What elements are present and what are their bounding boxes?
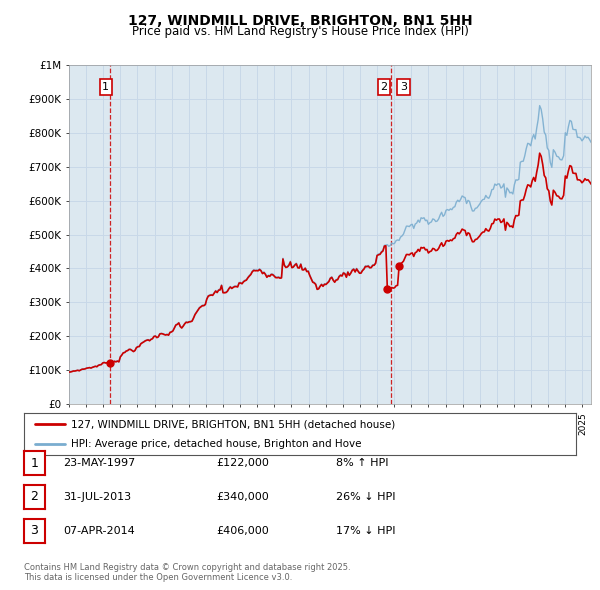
Text: 1: 1 — [102, 82, 109, 92]
Text: 3: 3 — [31, 525, 38, 537]
Text: 31-JUL-2013: 31-JUL-2013 — [63, 492, 131, 502]
Text: £406,000: £406,000 — [216, 526, 269, 536]
Text: £122,000: £122,000 — [216, 458, 269, 468]
Text: Contains HM Land Registry data © Crown copyright and database right 2025.
This d: Contains HM Land Registry data © Crown c… — [24, 563, 350, 582]
Text: 2: 2 — [31, 490, 38, 503]
Text: Price paid vs. HM Land Registry's House Price Index (HPI): Price paid vs. HM Land Registry's House … — [131, 25, 469, 38]
Text: 07-APR-2014: 07-APR-2014 — [63, 526, 135, 536]
Text: HPI: Average price, detached house, Brighton and Hove: HPI: Average price, detached house, Brig… — [71, 439, 361, 449]
Text: 8% ↑ HPI: 8% ↑ HPI — [336, 458, 389, 468]
Text: £340,000: £340,000 — [216, 492, 269, 502]
Text: 23-MAY-1997: 23-MAY-1997 — [63, 458, 135, 468]
Text: 2: 2 — [380, 82, 388, 92]
Text: 127, WINDMILL DRIVE, BRIGHTON, BN1 5HH (detached house): 127, WINDMILL DRIVE, BRIGHTON, BN1 5HH (… — [71, 419, 395, 430]
Text: 3: 3 — [400, 82, 407, 92]
Text: 1: 1 — [31, 457, 38, 470]
Text: 17% ↓ HPI: 17% ↓ HPI — [336, 526, 395, 536]
Text: 127, WINDMILL DRIVE, BRIGHTON, BN1 5HH: 127, WINDMILL DRIVE, BRIGHTON, BN1 5HH — [128, 14, 472, 28]
Text: 26% ↓ HPI: 26% ↓ HPI — [336, 492, 395, 502]
